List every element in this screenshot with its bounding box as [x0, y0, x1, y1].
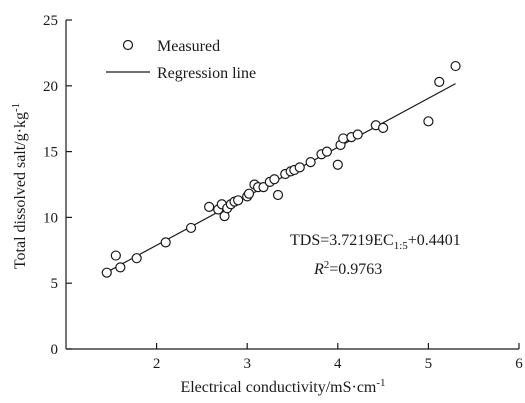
data-point: [160, 237, 171, 248]
data-point: [423, 116, 434, 127]
y-axis-label-sup: -1: [10, 103, 22, 112]
legend-measured-marker: [122, 39, 134, 51]
data-point: [434, 76, 445, 87]
equation-text: TDS=3.7219EC1:5+0.4401: [290, 232, 461, 252]
data-point: [131, 253, 142, 264]
y-tick-label: 25: [43, 13, 58, 29]
equation-prefix: TDS=3.7219EC: [290, 232, 394, 249]
y-tick-label: 5: [51, 276, 59, 292]
r2-value: =0.9763: [329, 261, 382, 278]
data-point: [272, 189, 284, 201]
x-tick-label: 2: [153, 356, 161, 372]
data-point: [450, 60, 461, 72]
x-tick-label: 5: [425, 356, 433, 372]
x-axis-label: Electrical conductivity/mS·cm-1: [180, 377, 385, 396]
legend: Measured Regression line: [106, 38, 256, 82]
data-point: [101, 267, 112, 278]
data-point: [115, 262, 126, 273]
data-point: [305, 157, 316, 168]
data-point: [332, 159, 343, 170]
data-points: [101, 60, 461, 278]
equation-suffix: +0.4401: [408, 232, 461, 249]
r-squared-text: R2=0.9763: [313, 259, 382, 278]
legend-regression-label: Regression line: [157, 65, 256, 82]
y-tick-label: 10: [43, 210, 58, 226]
r2-superscript: 2: [324, 259, 330, 271]
x-tick-label: 6: [515, 356, 523, 372]
data-point: [294, 162, 305, 173]
data-point: [233, 195, 244, 206]
data-point: [110, 250, 121, 261]
data-point: [185, 222, 197, 234]
data-point: [352, 129, 363, 140]
data-point: [338, 133, 349, 144]
x-axis-label-sup: -1: [376, 377, 385, 389]
data-point: [204, 201, 215, 212]
y-ticks: 0 5 10 15 20 25: [43, 13, 72, 358]
data-point: [243, 188, 255, 199]
y-tick-label: 15: [43, 145, 58, 161]
y-tick-label: 0: [51, 342, 59, 358]
x-tick-label: 4: [334, 356, 342, 372]
equation-subscript: 1:5: [394, 240, 409, 252]
r2-symbol: R: [313, 261, 324, 278]
data-point: [269, 174, 280, 185]
legend-measured-label: Measured: [157, 38, 220, 55]
x-ticks: 2 3 4 5 6: [153, 343, 523, 372]
data-point: [321, 146, 333, 157]
axes: [65, 20, 519, 350]
y-tick-label: 20: [43, 79, 58, 95]
x-axis-label-main: Electrical conductivity/mS·cm: [180, 379, 376, 396]
regression-equation: TDS=3.7219EC1:5+0.4401 R2=0.9763: [290, 232, 461, 278]
y-axis-label: Total dissolved salt/g·kg-1: [10, 103, 29, 269]
data-point: [378, 122, 389, 134]
x-tick-label: 3: [243, 356, 251, 372]
y-axis-label-main: Total dissolved salt/g·kg: [12, 112, 29, 269]
